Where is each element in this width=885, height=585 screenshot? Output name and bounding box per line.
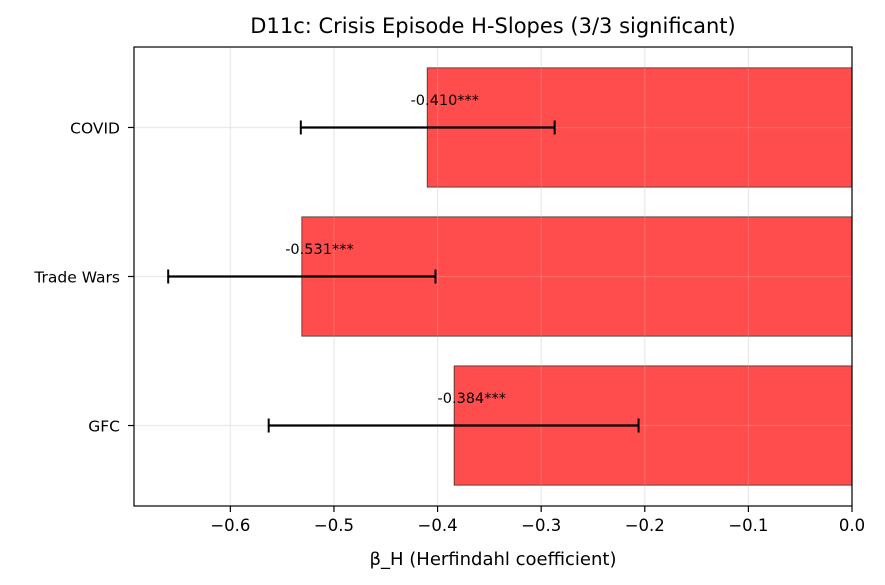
x-tick-label: 0.0: [839, 516, 865, 535]
x-tick-label: −0.5: [314, 516, 354, 535]
error-bars: [167, 120, 640, 433]
data-label: -0.531***: [285, 242, 354, 258]
bar-gfc: [453, 365, 853, 486]
y-axis: GFC Trade Wars COVID: [33, 119, 134, 436]
x-axis-label: β_H (Herfindahl coefficient): [370, 549, 617, 570]
x-tick-label: −0.4: [418, 516, 458, 535]
chart-title: D11c: Crisis Episode H-Slopes (3/3 signi…: [250, 14, 735, 38]
data-label: -0.410***: [411, 93, 480, 109]
bar-covid: [426, 67, 853, 188]
x-tick-label: −0.1: [728, 516, 768, 535]
data-label: -0.384***: [438, 391, 507, 407]
y-tick-label: COVID: [70, 119, 120, 137]
x-tick-label: −0.2: [625, 516, 665, 535]
y-tick-label: Trade Wars: [33, 269, 120, 287]
x-axis: −0.6 −0.5 −0.4 −0.3 −0.2 −0.1 0.0: [210, 506, 865, 535]
y-tick-label: GFC: [88, 418, 120, 436]
data-labels: -0.384*** -0.531*** -0.410***: [285, 93, 506, 407]
x-tick-label: −0.6: [210, 516, 250, 535]
x-tick-label: −0.3: [521, 516, 561, 535]
